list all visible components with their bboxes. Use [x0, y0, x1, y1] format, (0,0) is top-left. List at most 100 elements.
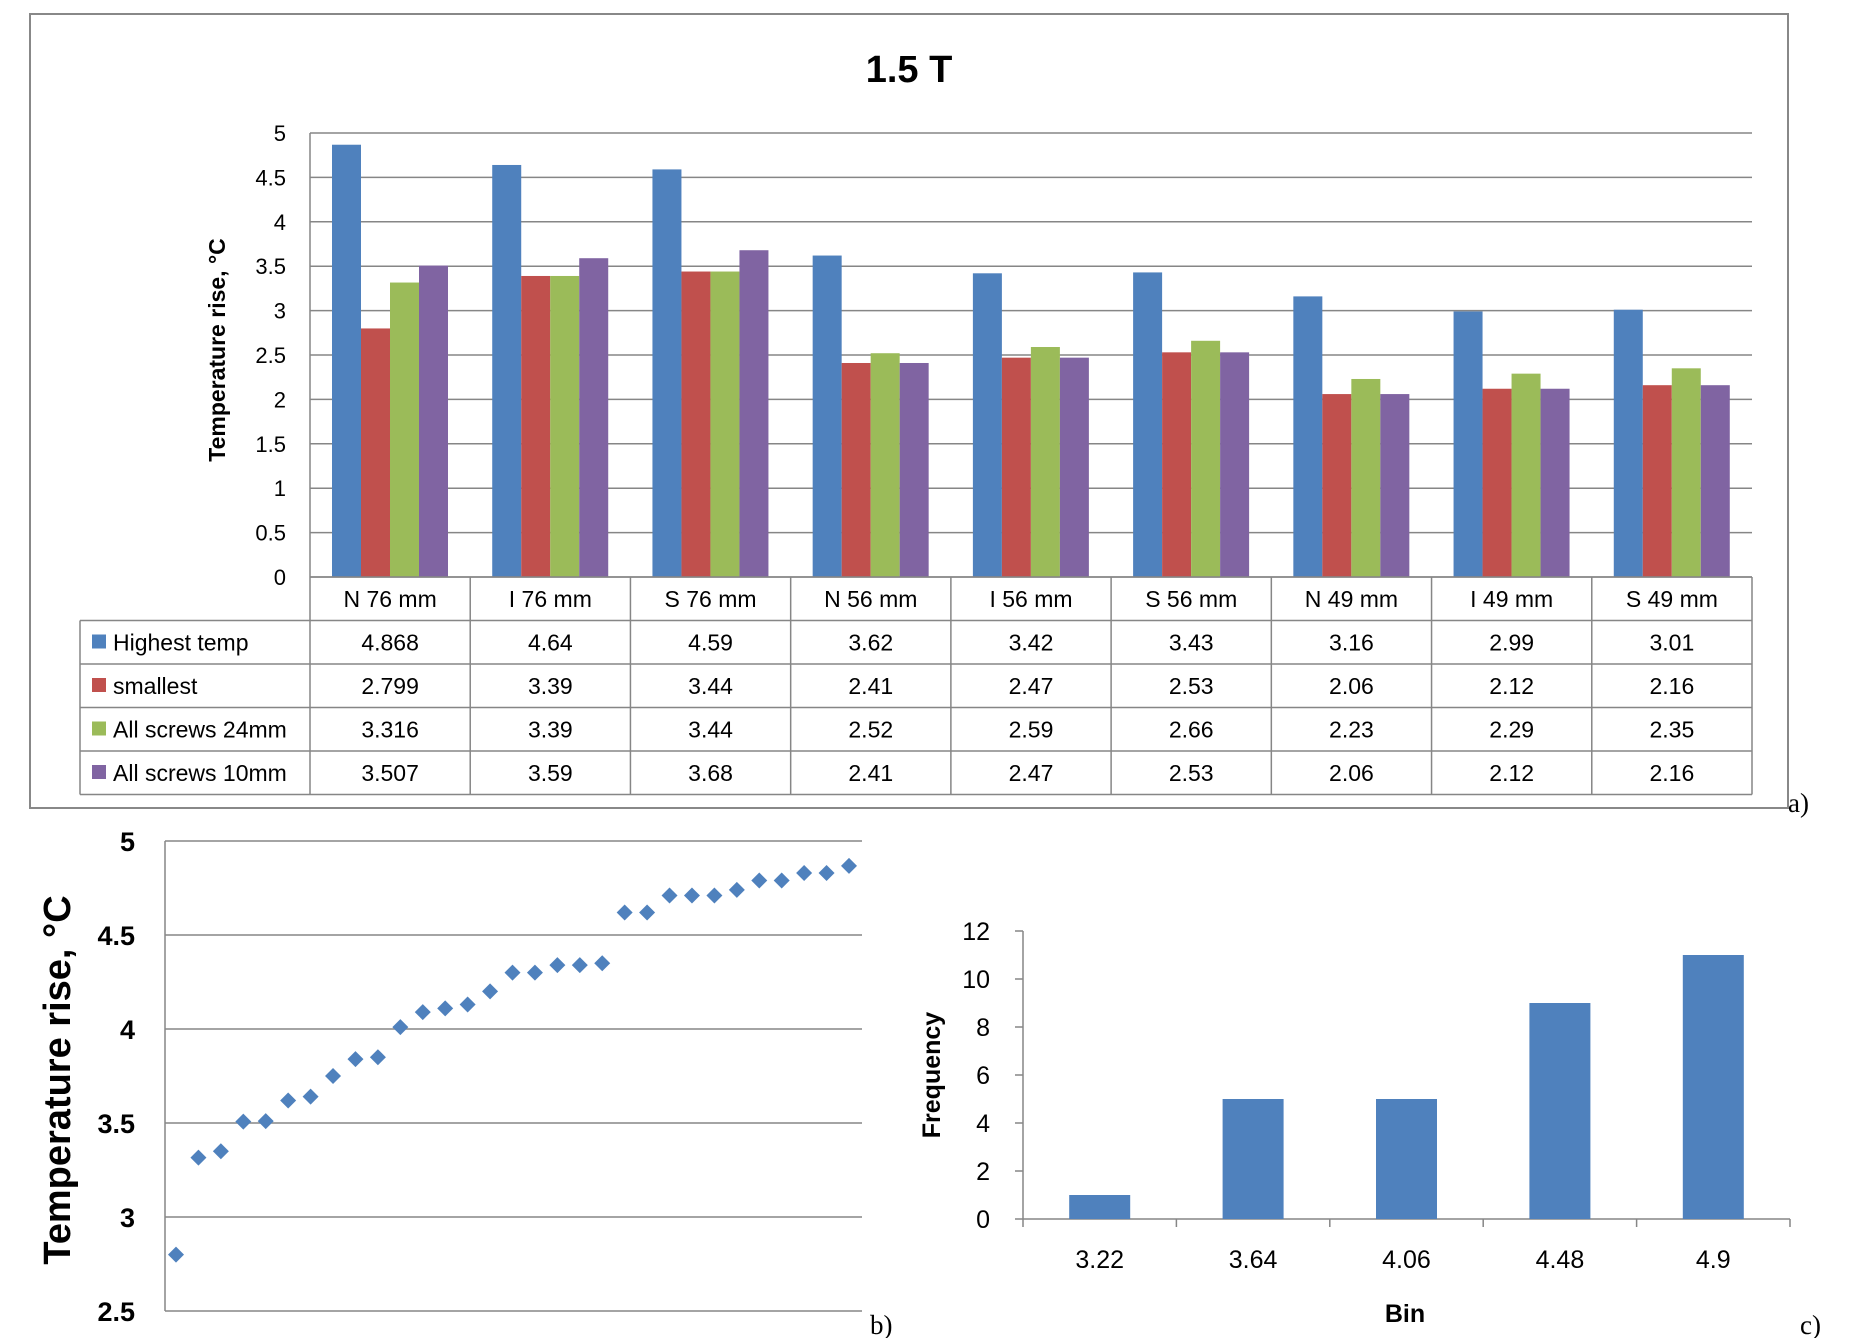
panel-a-bar — [841, 362, 871, 577]
panel-b-label: b) — [870, 1310, 893, 1338]
panel-a-data-label: 3.39 — [528, 717, 573, 743]
panel-a-bar — [1001, 357, 1031, 577]
panel-a-bar — [1482, 388, 1512, 577]
panel-a-bar — [492, 164, 522, 577]
panel-b-y-tick-label: 3.5 — [97, 1109, 135, 1139]
panel-c-x-ticks: 3.22 3.64 4.06 4.48 4.9 — [1075, 1246, 1730, 1274]
panel-a-bar — [870, 353, 900, 577]
panel-b-point — [773, 872, 790, 889]
panel-c-y-tick-label: 8 — [976, 1014, 990, 1042]
panel-b-point — [302, 1088, 319, 1105]
panel-a-bar — [652, 169, 682, 577]
panel-c-y-tick-label: 0 — [976, 1206, 990, 1234]
panel-a-bar — [1380, 394, 1410, 577]
panel-a-category-label: S 76 mm — [665, 586, 757, 612]
panel-a-bar — [1191, 340, 1221, 577]
panel-b-y-tick-label: 2.5 — [97, 1297, 135, 1327]
panel-a-data-label: 3.39 — [528, 673, 573, 699]
panel-a-data-label: 3.68 — [688, 760, 733, 786]
panel-b-point — [190, 1149, 207, 1166]
panel-b-point — [818, 864, 835, 881]
panel-a-bar — [899, 362, 929, 577]
panel-b-point — [369, 1049, 386, 1066]
panel-a-data-label: 3.59 — [528, 760, 573, 786]
panel-b-chart: Temperature rise, °C 2.5 3 3.5 4 4.5 5 b) — [37, 827, 893, 1338]
panel-a-bar — [550, 275, 580, 577]
panel-a-data-label: 2.12 — [1489, 673, 1534, 699]
panel-a-bar — [1351, 378, 1381, 577]
panel-a-data-label: 3.16 — [1329, 630, 1374, 656]
panel-b-gridlines — [164, 840, 862, 1312]
panel-c-y-ticks: 0 2 4 6 8 10 12 — [962, 918, 990, 1234]
panel-a-bar — [361, 328, 390, 577]
panel-b-point — [325, 1068, 342, 1084]
panel-c-y-tick-label: 12 — [962, 918, 990, 946]
panel-a-data-label: 3.44 — [688, 717, 733, 743]
panel-b-point — [437, 1000, 454, 1017]
panel-a-category-label: N 56 mm — [824, 586, 917, 612]
panel-a-bar — [1642, 385, 1672, 577]
panel-a-data-label: 4.59 — [688, 630, 733, 656]
panel-a-category-label: S 56 mm — [1145, 586, 1237, 612]
panel-b-point — [459, 996, 476, 1013]
panel-a-data-label: 2.06 — [1329, 760, 1374, 786]
panel-a-bar — [681, 271, 711, 577]
panel-a-y-ticks: 0 0.5 1 1.5 2 2.5 3 3.5 4 4.5 5 — [255, 121, 286, 590]
panel-b-point — [549, 957, 566, 974]
panel-b-point — [796, 864, 813, 881]
panel-b-point — [504, 964, 521, 981]
panel-b-point — [257, 1113, 274, 1130]
panel-a-bar — [1613, 309, 1643, 577]
panel-a-data-label: 2.41 — [848, 760, 893, 786]
panel-b-y-axis-label: Temperature rise, °C — [37, 895, 79, 1264]
panel-a-data-label: 2.29 — [1489, 717, 1534, 743]
panel-a-data-label: 2.52 — [848, 717, 893, 743]
panel-a-bar — [1162, 352, 1192, 577]
panel-a-data-label: 3.507 — [361, 760, 419, 786]
panel-a-category-label: I 49 mm — [1470, 586, 1553, 612]
panel-a-bar — [1293, 296, 1323, 577]
panel-a-data-label: 2.35 — [1650, 717, 1695, 743]
panel-a-legend-swatch — [92, 765, 106, 779]
panel-a-legend-swatch — [92, 678, 106, 692]
panel-a-bars — [332, 144, 1730, 577]
panel-a-y-tick-label: 4.5 — [255, 165, 286, 190]
panel-b-y-tick-label: 4.5 — [97, 921, 135, 951]
panel-b-point — [594, 955, 611, 972]
panel-a-data-label: 2.12 — [1489, 760, 1534, 786]
panel-a-series-name: All screws 10mm — [113, 760, 287, 786]
panel-b-y-tick-label: 5 — [120, 827, 135, 857]
panel-a-bar — [390, 282, 419, 577]
panel-c-y-axis-label: Frequency — [918, 1012, 946, 1139]
panel-b-point — [841, 857, 857, 874]
panel-a-y-tick-label: 3 — [274, 299, 286, 324]
panel-a-bar — [972, 273, 1002, 577]
panel-a-bar — [710, 271, 740, 577]
panel-a-bar — [1511, 373, 1541, 577]
panel-a-bar — [1700, 385, 1730, 577]
panel-b-y-tick-label: 3 — [120, 1203, 135, 1233]
panel-a-data-label: 3.62 — [848, 630, 893, 656]
panel-a-data-label: 3.43 — [1169, 630, 1214, 656]
panel-a-y-tick-label: 1 — [274, 476, 286, 501]
panel-a-bar — [1030, 347, 1060, 577]
panel-a-category-label: I 76 mm — [509, 586, 592, 612]
panel-a-y-tick-label: 1.5 — [255, 432, 286, 457]
panel-a-category-label: S 49 mm — [1626, 586, 1718, 612]
panel-c-x-tick-label: 4.48 — [1536, 1246, 1585, 1274]
panel-a-data-label: 2.47 — [1009, 673, 1054, 699]
panel-a-bar — [1059, 357, 1089, 577]
panel-c-bar — [1376, 1099, 1437, 1219]
panel-a-data-label: 2.41 — [848, 673, 893, 699]
panel-a-chart: 1.5 T Temperature rise, °C 00.511.522.53… — [29, 13, 1809, 818]
panel-a-y-tick-label: 4 — [274, 210, 286, 235]
panel-b-point — [616, 904, 633, 921]
panel-c-bars — [1069, 955, 1744, 1219]
panel-a-data-label: 3.01 — [1650, 630, 1695, 656]
panel-c-y-tick-label: 4 — [976, 1110, 990, 1138]
panel-a-data-label: 2.66 — [1169, 717, 1214, 743]
panel-c-x-tick-label: 3.64 — [1229, 1246, 1278, 1274]
panel-b-point — [526, 964, 543, 981]
